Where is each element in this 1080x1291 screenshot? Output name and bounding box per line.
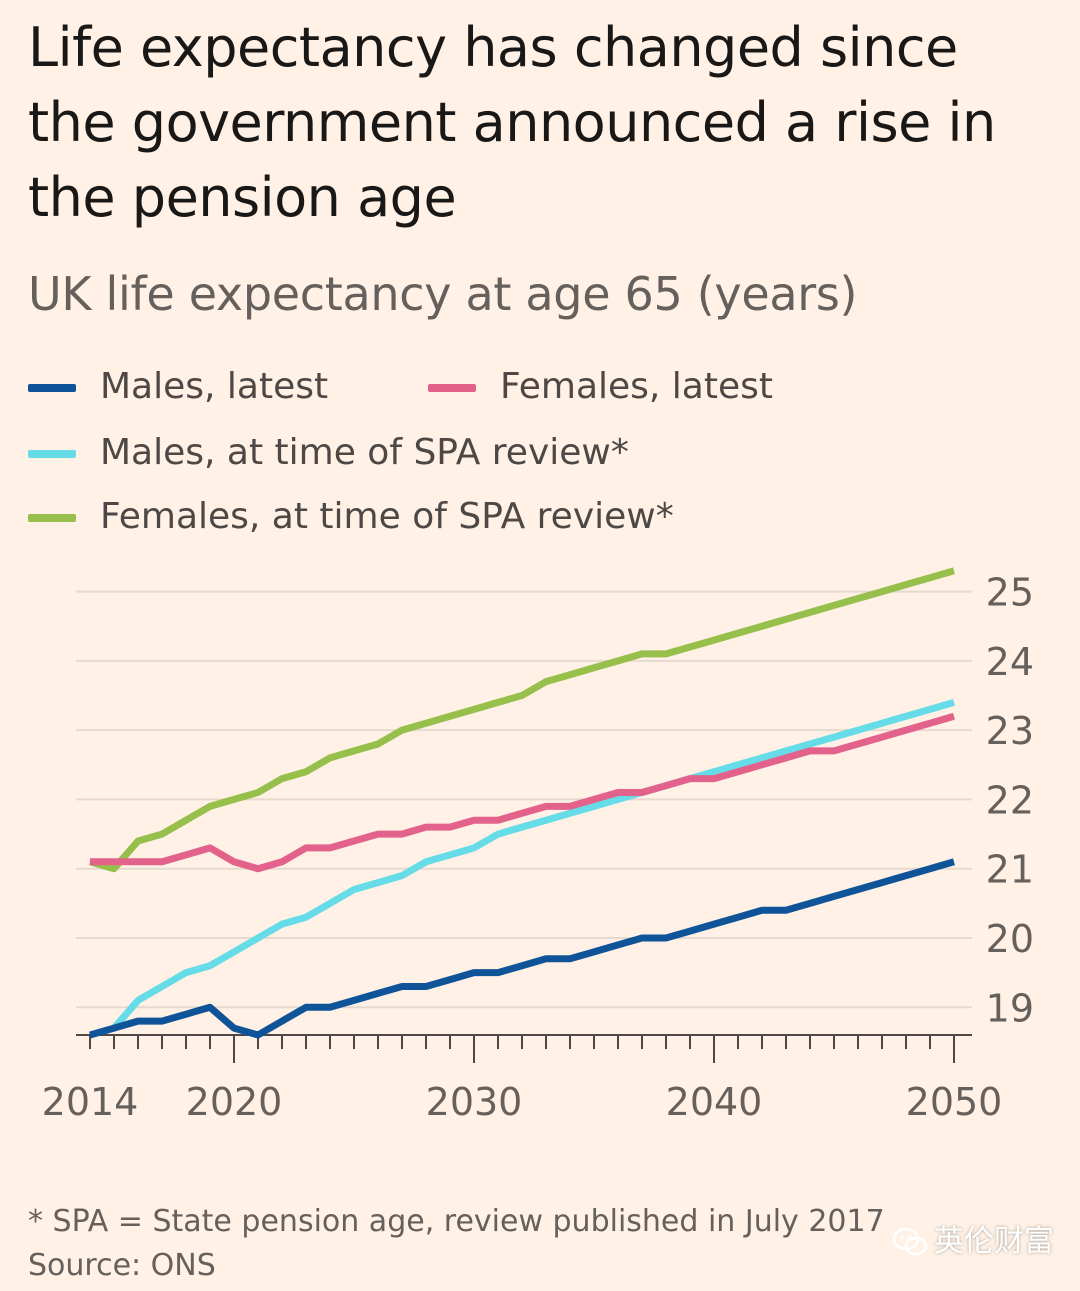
x-tick-label-2020: 2020 (186, 1080, 283, 1124)
y-tick-label-19: 19 (986, 986, 1034, 1030)
y-tick-label-24: 24 (986, 640, 1034, 684)
chart-title: Life expectancy has changed since the go… (28, 16, 996, 229)
legend-swatch-males-review (28, 450, 76, 458)
watermark-text: 英伦财富 (934, 1224, 1054, 1259)
footnote-spa: * SPA = State pension age, review publis… (28, 1204, 885, 1239)
chart-subtitle: UK life expectancy at age 65 (years) (28, 267, 858, 321)
watermark: 英伦财富 (892, 1222, 1054, 1262)
chart-footnote: * SPA = State pension age, review publis… (28, 1200, 885, 1288)
series-line-males-review (111, 699, 955, 1031)
series-line-males-latest (89, 858, 955, 1039)
legend-label-females-latest: Females, latest (500, 366, 774, 407)
legend-label-females-review: Females, at time of SPA review* (100, 496, 674, 537)
legend-label-males-review: Males, at time of SPA review* (100, 432, 629, 473)
y-tick-label-25: 25 (986, 571, 1034, 615)
legend-swatch-females-review (28, 514, 76, 522)
source-note: Source: ONS (28, 1248, 216, 1283)
wechat-icon (892, 1227, 928, 1256)
y-tick-label-22: 22 (986, 778, 1034, 822)
x-tick-label-2050: 2050 (906, 1080, 1003, 1124)
y-tick-label-23: 23 (986, 709, 1034, 753)
x-tick-label-2030: 2030 (426, 1080, 523, 1124)
series-line-females-latest (90, 712, 955, 873)
legend-label-males-latest: Males, latest (100, 366, 329, 407)
legend-swatch-males-latest (28, 384, 76, 392)
life-expectancy-line-chart: 19 20 21 22 23 24 25 2014 2020 2030 2040 2050 (42, 567, 1034, 1124)
legend-swatch-females-latest (428, 384, 476, 392)
x-tick-label-2014: 2014 (42, 1080, 139, 1124)
y-tick-label-20: 20 (986, 917, 1034, 961)
x-tick-label-2040: 2040 (666, 1080, 763, 1124)
y-tick-label-21: 21 (986, 848, 1034, 892)
series-line-females-review (89, 567, 955, 873)
